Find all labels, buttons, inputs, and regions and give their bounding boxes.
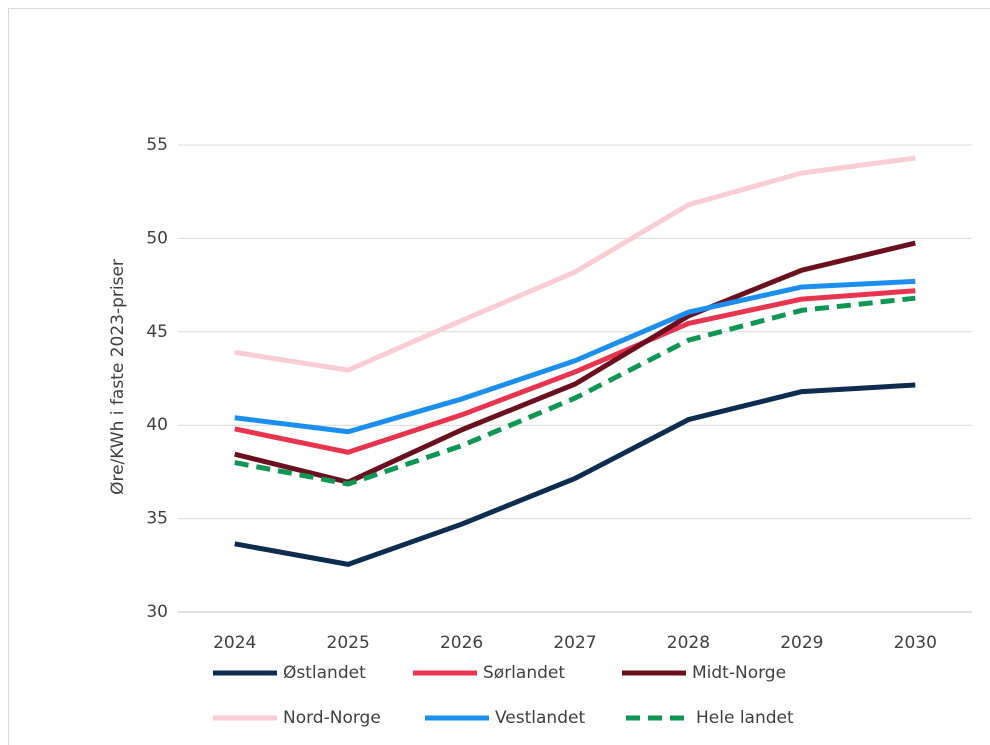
legend-label: Vestlandet	[495, 708, 585, 728]
y-tick-label: 55	[146, 135, 168, 155]
x-tick-label: 2025	[327, 633, 370, 653]
line-series	[234, 155, 916, 373]
x-tick-label: 2027	[553, 633, 596, 653]
legend-label: Midt-Norge	[692, 663, 786, 683]
x-tick-label: 2029	[780, 633, 823, 653]
y-tick-label: 35	[146, 509, 168, 529]
legend-label: Østlandet	[283, 663, 366, 683]
y-tick-label: 30	[146, 602, 168, 622]
legend-label: Hele landet	[696, 708, 794, 728]
y-tick-label: 45	[146, 322, 168, 342]
line-series	[234, 278, 916, 435]
y-tick-label: 50	[146, 228, 168, 248]
x-tick-label: 2024	[213, 633, 256, 653]
x-tick-label: 2026	[440, 633, 483, 653]
chart-border	[8, 8, 990, 745]
x-tick-label: 2030	[894, 633, 937, 653]
y-axis-label: Øre/KWh i faste 2023-priser	[108, 259, 128, 495]
line-series	[234, 382, 916, 567]
line-series	[234, 288, 916, 455]
y-tick-label: 40	[146, 415, 168, 435]
legend-label: Nord-Norge	[283, 708, 381, 728]
legend-label: Sørlandet	[483, 663, 565, 683]
x-tick-label: 2028	[667, 633, 710, 653]
line-series	[234, 295, 916, 487]
